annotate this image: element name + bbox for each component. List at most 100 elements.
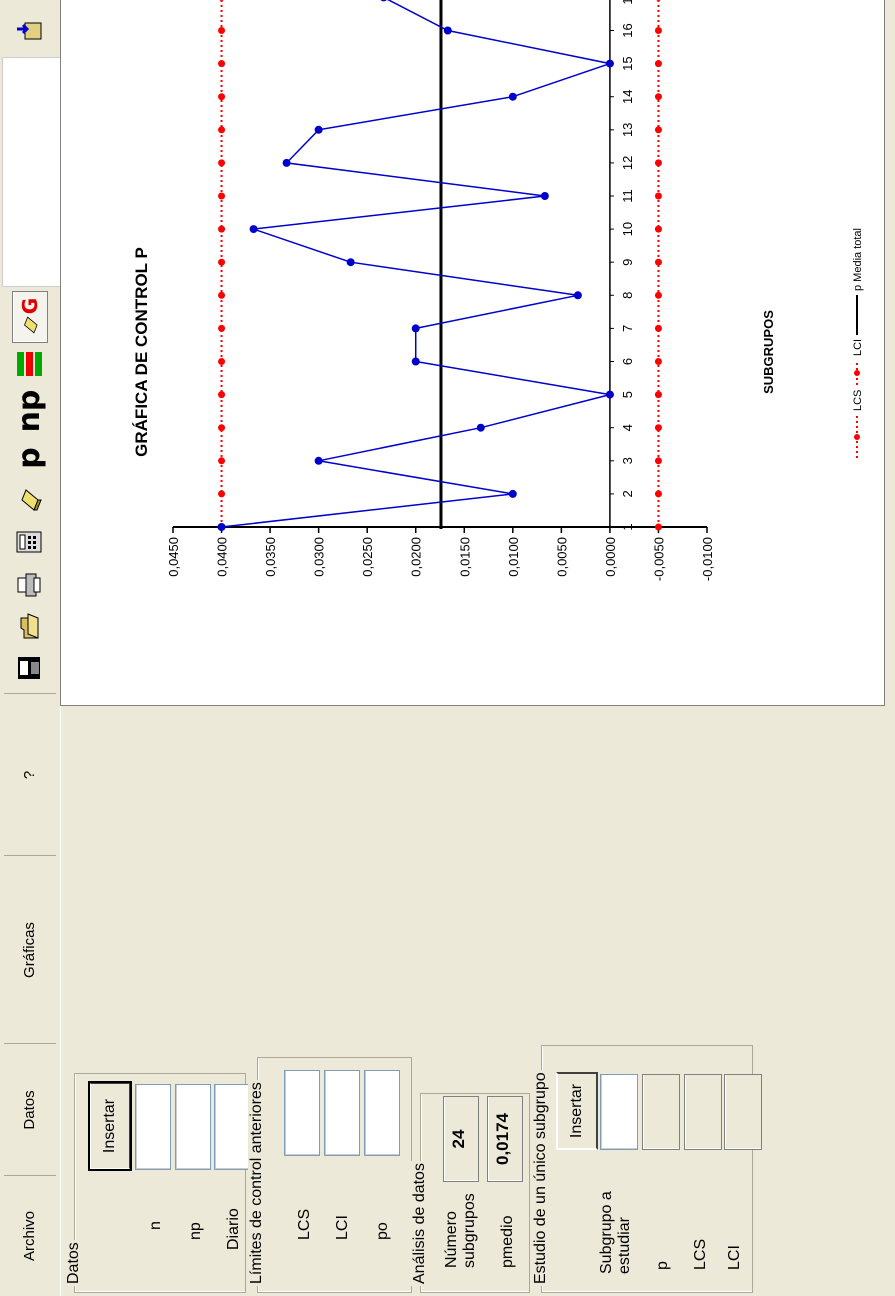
lcs-point	[218, 391, 225, 398]
lci-point	[655, 193, 662, 200]
p-point	[606, 60, 614, 68]
lci-field[interactable]	[324, 1070, 360, 1156]
y-tick-label: 0,0100	[506, 537, 521, 577]
lcs-point	[218, 457, 225, 464]
toolbar-blank-field	[2, 57, 62, 287]
lcs-point	[218, 193, 225, 200]
po-label: po	[374, 1222, 392, 1240]
menu-bar: Archivo Datos Gráficas ? p np G	[0, 0, 61, 1296]
y-tick-label: 0,0400	[215, 537, 230, 577]
lcs-point	[218, 358, 225, 365]
subgrupo-field[interactable]	[600, 1074, 638, 1150]
po-field[interactable]	[364, 1070, 400, 1156]
group-analisis: Análisis de datos Número subgrupos 24 pm…	[420, 1093, 530, 1293]
y-tick-label: -0,0050	[651, 537, 666, 581]
y-tick-label: 0,0350	[263, 537, 278, 577]
p-point	[250, 225, 258, 233]
n-field[interactable]	[135, 1084, 171, 1170]
insertar-datos-button[interactable]: Insertar	[89, 1082, 131, 1170]
lci-point	[655, 457, 662, 464]
lcs-point	[218, 490, 225, 497]
numero-subgrupos-value: 24	[443, 1096, 479, 1182]
y-tick-label: 0,0250	[360, 537, 375, 577]
menu-help[interactable]: ?	[0, 695, 60, 855]
y-tick-label: 0,0000	[603, 537, 618, 577]
p-point	[218, 523, 226, 531]
lcs-point	[218, 60, 225, 67]
n-label: n	[147, 1221, 165, 1230]
estudiar-label: estudiar	[616, 1217, 634, 1274]
x-tick-label: 1	[620, 523, 635, 530]
lcs-point	[218, 0, 225, 1]
group-title: Estudio de un único subgrupo	[532, 1070, 550, 1286]
g-label: G	[18, 298, 42, 314]
lcs-point	[218, 424, 225, 431]
legend-lci-marker	[854, 370, 860, 376]
x-tick-label: 17	[620, 0, 635, 5]
lci-point	[655, 358, 662, 365]
x-tick-label: 12	[620, 156, 635, 170]
y-tick-label: -0,0100	[700, 537, 715, 581]
lcs-estudio-field	[684, 1074, 722, 1150]
group-datos: Datos Insertar n np Diario	[74, 1073, 246, 1293]
y-tick-label: 0,0200	[409, 537, 424, 577]
x-tick-label: 8	[620, 292, 635, 299]
lci-point	[655, 292, 662, 299]
group-title: Análisis de datos	[411, 1161, 429, 1286]
pmedio-value: 0,0174	[487, 1096, 523, 1182]
p-point	[574, 291, 582, 299]
x-tick-label: 13	[620, 123, 635, 137]
print-icon[interactable]	[12, 567, 46, 601]
p-point	[444, 27, 452, 35]
lci-point	[655, 259, 662, 266]
lcs-point	[218, 27, 225, 34]
x-tick-label: 14	[620, 89, 635, 103]
legend-lci-label: LCI	[852, 339, 864, 356]
lcs-point	[218, 126, 225, 133]
menu-archivo[interactable]: Archivo	[0, 1176, 60, 1296]
p-field	[642, 1074, 680, 1150]
p-point	[283, 159, 291, 167]
legend-lcs-marker	[854, 434, 860, 440]
p-chart-icon[interactable]: p	[12, 441, 46, 475]
menu-graficas[interactable]: Gráficas	[0, 857, 60, 1043]
p-line	[222, 0, 610, 527]
lcs-point	[218, 259, 225, 266]
p-point	[315, 126, 323, 134]
color-bars-icon[interactable]	[12, 347, 46, 381]
x-axis-label: SUBGRUPOS	[761, 310, 776, 394]
lci-point	[655, 0, 662, 1]
lci-point	[655, 27, 662, 34]
p-point	[541, 192, 549, 200]
control-chart: GRÁFICA DE CONTROL P 0,0450 0,0400 0,0350 0,…	[61, 0, 884, 705]
subgrupos-label: subgrupos	[461, 1193, 479, 1268]
p-point	[509, 93, 517, 101]
lcs-point	[218, 93, 225, 100]
insertar-estudio-button[interactable]: Insertar	[556, 1072, 598, 1150]
subgrupo-label: Subgrupo a	[598, 1191, 616, 1274]
lci-point	[655, 60, 662, 67]
menu-datos[interactable]: Datos	[0, 1045, 60, 1175]
np-field[interactable]	[175, 1084, 211, 1170]
diario-field[interactable]	[214, 1084, 250, 1170]
eraser-icon[interactable]	[12, 483, 46, 517]
lci-point	[655, 93, 662, 100]
export-icon[interactable]	[12, 12, 46, 46]
lci-label: LCI	[726, 1245, 744, 1270]
x-tick-label: 15	[620, 56, 635, 70]
np-chart-icon[interactable]: np	[12, 389, 46, 433]
calculator-icon[interactable]	[12, 525, 46, 559]
diario-label: Diario	[225, 1208, 243, 1250]
chart-area: GRÁFICA DE CONTROL P 0,0450 0,0400 0,0350 0,…	[60, 0, 885, 706]
lcs-point	[218, 325, 225, 332]
open-folder-icon[interactable]	[12, 609, 46, 643]
eraser-g-icon[interactable]: G	[12, 291, 48, 343]
group-title: Datos	[65, 1240, 83, 1286]
lci-point	[655, 490, 662, 497]
lcs-field[interactable]	[284, 1070, 320, 1156]
lci-estudio-field	[724, 1074, 762, 1150]
p-point	[477, 424, 485, 432]
save-icon[interactable]	[12, 651, 46, 685]
lcs-label: LCS	[296, 1209, 314, 1240]
